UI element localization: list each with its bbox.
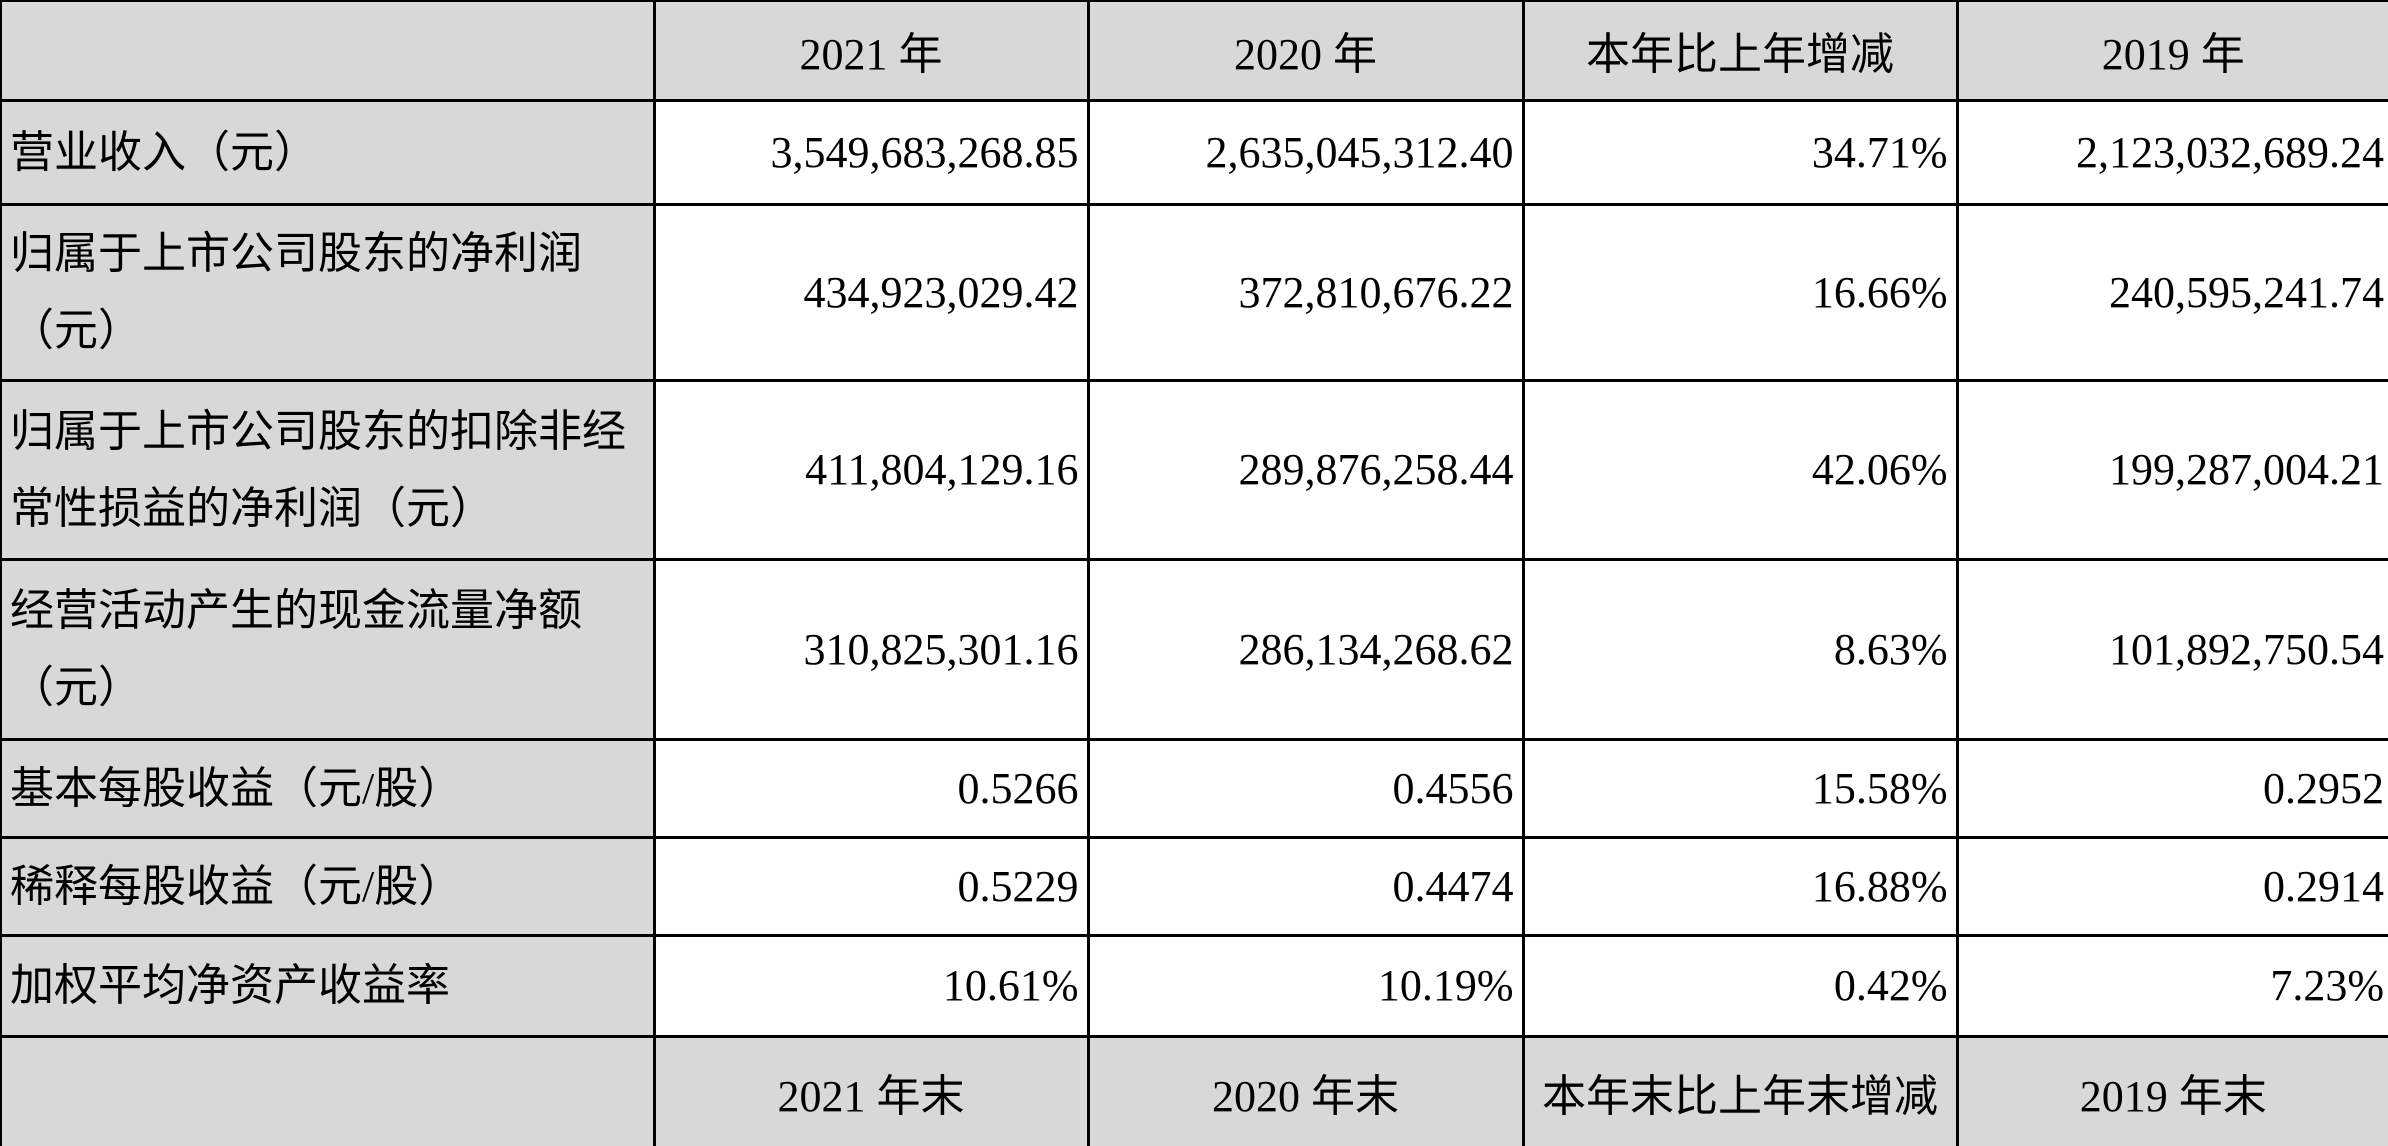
cell-value: 2,123,032,689.24 xyxy=(1955,98,2388,206)
header-cell-2021: 2021 年 xyxy=(652,0,1090,102)
footer-header-row: 2021 年末 2020 年末 本年末比上年末增减 2019 年末 xyxy=(0,1034,2388,1146)
cell-value: 289,876,258.44 xyxy=(1086,378,1525,561)
header-row: 2021 年 2020 年 本年比上年增减 2019 年 xyxy=(0,0,2388,102)
header-cell-empty xyxy=(0,0,656,102)
header-cell-2019: 2019 年 xyxy=(1955,0,2388,102)
cell-value: 434,923,029.42 xyxy=(652,202,1090,382)
row-label: 归属于上市公司股东的扣除非经 常性损益的净利润（元） xyxy=(0,378,656,561)
cell-value: 0.5229 xyxy=(652,835,1090,937)
cell-value: 0.2914 xyxy=(1955,835,2388,937)
row-label: 归属于上市公司股东的净利润 （元） xyxy=(0,202,656,382)
cell-value: 101,892,750.54 xyxy=(1955,557,2388,741)
cell-value: 15.58% xyxy=(1521,737,1959,839)
cell-value: 16.66% xyxy=(1521,202,1959,382)
row-label: 稀释每股收益（元/股） xyxy=(0,835,656,937)
row-label: 经营活动产生的现金流量净额 （元） xyxy=(0,557,656,741)
table-row-weighted-avg-roe: 加权平均净资产收益率 10.61% 10.19% 0.42% 7.23% xyxy=(0,933,2388,1038)
cell-value: 286,134,268.62 xyxy=(1086,557,1525,741)
row-label: 加权平均净资产收益率 xyxy=(0,933,656,1038)
cell-value: 16.88% xyxy=(1521,835,1959,937)
table-row-operating-cash-flow: 经营活动产生的现金流量净额 （元） 310,825,301.16 286,134… xyxy=(0,557,2388,741)
table-row-basic-eps: 基本每股收益（元/股） 0.5266 0.4556 15.58% 0.2952 xyxy=(0,737,2388,839)
row-label: 基本每股收益（元/股） xyxy=(0,737,656,839)
cell-value: 310,825,301.16 xyxy=(652,557,1090,741)
cell-value: 7.23% xyxy=(1955,933,2388,1038)
cell-value: 2,635,045,312.40 xyxy=(1086,98,1525,206)
header-cell-yoy-change: 本年比上年增减 xyxy=(1521,0,1959,102)
cell-value: 372,810,676.22 xyxy=(1086,202,1525,382)
footer-cell-yoy-end-change: 本年末比上年末增减 xyxy=(1521,1034,1959,1146)
header-cell-2020: 2020 年 xyxy=(1086,0,1525,102)
table-row-operating-revenue: 营业收入（元） 3,549,683,268.85 2,635,045,312.4… xyxy=(0,98,2388,206)
cell-value: 0.42% xyxy=(1521,933,1959,1038)
table-row-net-profit: 归属于上市公司股东的净利润 （元） 434,923,029.42 372,810… xyxy=(0,202,2388,382)
cell-value: 3,549,683,268.85 xyxy=(652,98,1090,206)
cell-value: 10.61% xyxy=(652,933,1090,1038)
cell-value: 8.63% xyxy=(1521,557,1959,741)
cell-value: 0.5266 xyxy=(652,737,1090,839)
cell-value: 199,287,004.21 xyxy=(1955,378,2388,561)
cell-value: 240,595,241.74 xyxy=(1955,202,2388,382)
cell-value: 34.71% xyxy=(1521,98,1959,206)
footer-cell-2021-end: 2021 年末 xyxy=(652,1034,1090,1146)
cell-value: 411,804,129.16 xyxy=(652,378,1090,561)
cell-value: 10.19% xyxy=(1086,933,1525,1038)
footer-cell-2019-end: 2019 年末 xyxy=(1955,1034,2388,1146)
cell-value: 0.2952 xyxy=(1955,737,2388,839)
cell-value: 0.4474 xyxy=(1086,835,1525,937)
footer-cell-2020-end: 2020 年末 xyxy=(1086,1034,1525,1146)
footer-cell-empty xyxy=(0,1034,656,1146)
row-label: 营业收入（元） xyxy=(0,98,656,206)
table-row-net-profit-excl-nonrecurring: 归属于上市公司股东的扣除非经 常性损益的净利润（元） 411,804,129.1… xyxy=(0,378,2388,561)
cell-value: 0.4556 xyxy=(1086,737,1525,839)
table-row-diluted-eps: 稀释每股收益（元/股） 0.5229 0.4474 16.88% 0.2914 xyxy=(0,835,2388,937)
cell-value: 42.06% xyxy=(1521,378,1959,561)
